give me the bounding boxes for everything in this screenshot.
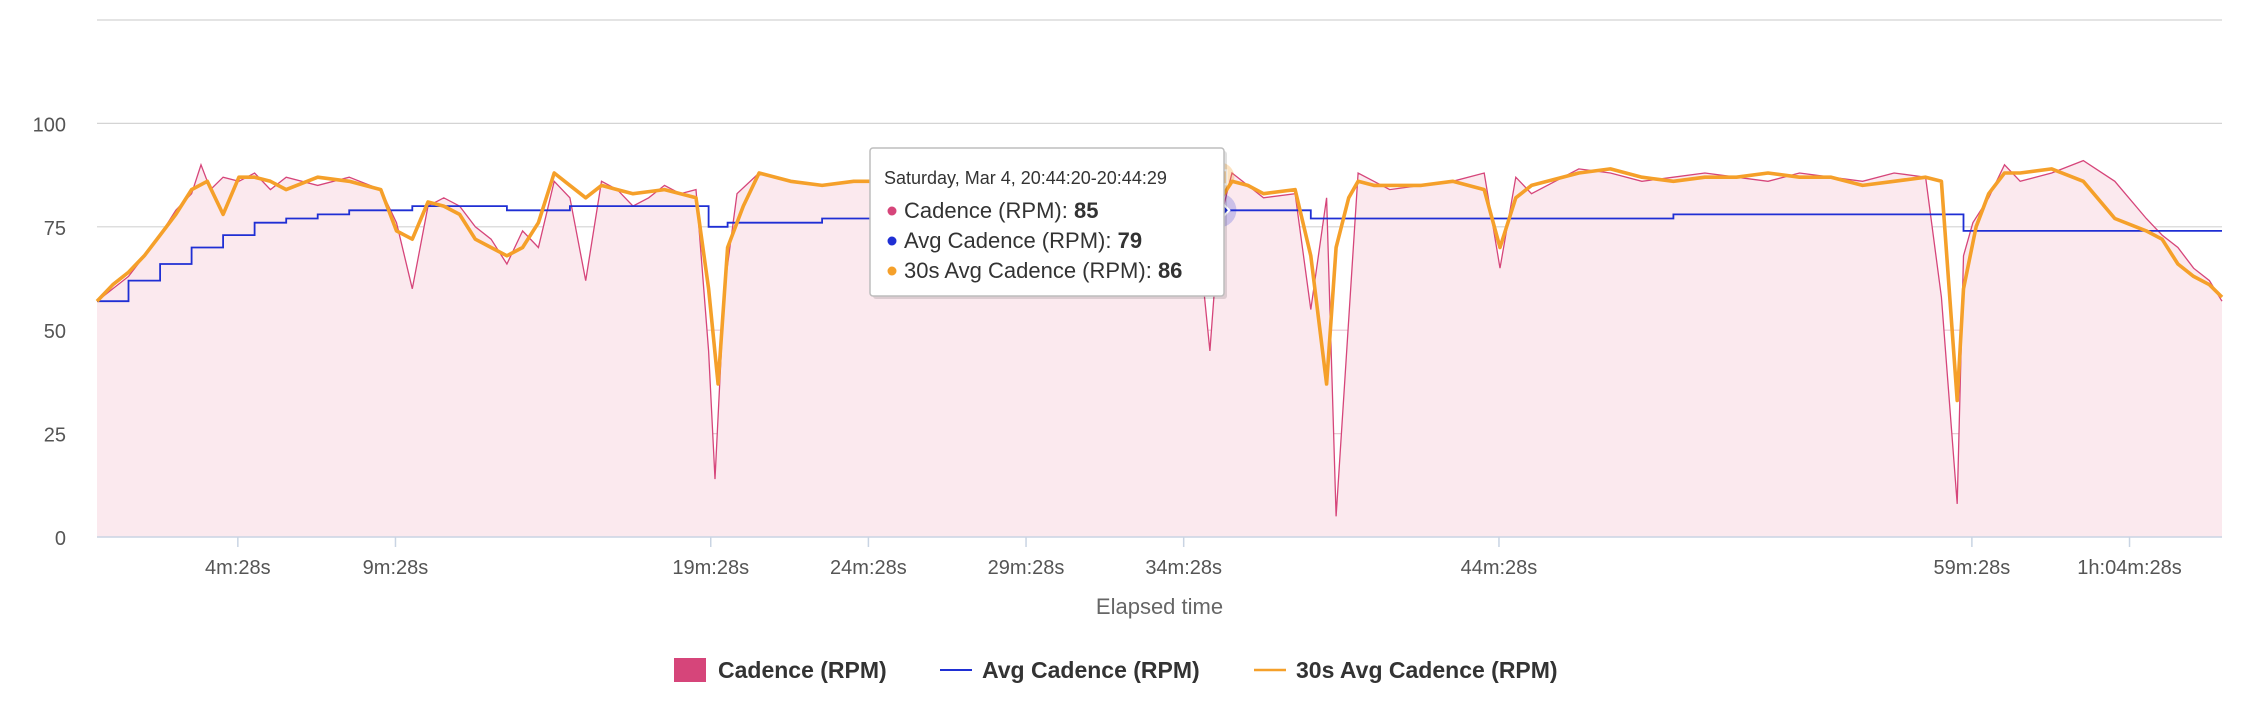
x-tick-label: 9m:28s	[363, 557, 429, 579]
x-tick-label: 29m:28s	[988, 557, 1065, 579]
legend-swatch-cadence	[674, 658, 706, 682]
legend-label-avg-cadence: Avg Cadence (RPM)	[982, 657, 1200, 683]
x-axis-title: Elapsed time	[1096, 594, 1223, 619]
y-tick-label: 75	[44, 218, 66, 240]
legend-item-cadence[interactable]: Cadence (RPM)	[674, 657, 887, 683]
tooltip-series-dot	[887, 266, 897, 276]
x-tick-label: 34m:28s	[1145, 557, 1222, 579]
y-tick-label: 25	[44, 425, 66, 447]
tooltip: Saturday, Mar 4, 20:44:20-20:44:29 Cadenc…	[869, 147, 1227, 299]
y-tick-label: 100	[33, 114, 66, 136]
x-tick-label: 4m:28s	[205, 557, 271, 579]
tooltip-title: Saturday, Mar 4, 20:44:20-20:44:29	[884, 168, 1167, 188]
tooltip-row-label: Avg Cadence (RPM):	[904, 228, 1118, 253]
x-tick-label: 19m:28s	[672, 557, 749, 579]
tooltip-row-value: 79	[1118, 228, 1142, 253]
tooltip-row-value: 86	[1158, 258, 1182, 283]
tooltip-row-label: Cadence (RPM):	[904, 198, 1074, 223]
y-tick-label: 50	[44, 321, 66, 343]
x-tick-label: 59m:28s	[1934, 557, 2011, 579]
x-tick-label: 44m:28s	[1461, 557, 1538, 579]
tooltip-series-dot	[887, 206, 897, 216]
legend-item-avg30-cadence[interactable]: 30s Avg Cadence (RPM)	[1254, 657, 1558, 683]
legend-label-cadence: Cadence (RPM)	[718, 657, 887, 683]
legend-item-avg-cadence[interactable]: Avg Cadence (RPM)	[940, 657, 1200, 683]
tooltip-row: Cadence (RPM): 85	[904, 198, 1098, 223]
tooltip-row-value: 85	[1074, 198, 1098, 223]
x-tick-label: 24m:28s	[830, 557, 907, 579]
tooltip-row-label: 30s Avg Cadence (RPM):	[904, 258, 1158, 283]
cadence-area	[97, 160, 2222, 537]
tooltip-box	[869, 147, 1225, 297]
legend-label-avg30-cadence: 30s Avg Cadence (RPM)	[1296, 657, 1558, 683]
y-tick-label: 0	[55, 528, 66, 550]
x-tick-label: 1h:04m:28s	[2077, 557, 2182, 579]
legend[interactable]: Cadence (RPM) Avg Cadence (RPM) 30s Avg Ca…	[674, 657, 1558, 683]
tooltip-row: Avg Cadence (RPM): 79	[904, 228, 1142, 253]
tooltip-series-dot	[887, 236, 897, 246]
tooltip-row: 30s Avg Cadence (RPM): 86	[904, 258, 1182, 283]
cadence-area-fill	[97, 160, 2222, 537]
axes: 0 25 50 75 100 4m:28s 9m:28s 19m:28s 24m:28s 29m:…	[33, 114, 2222, 619]
